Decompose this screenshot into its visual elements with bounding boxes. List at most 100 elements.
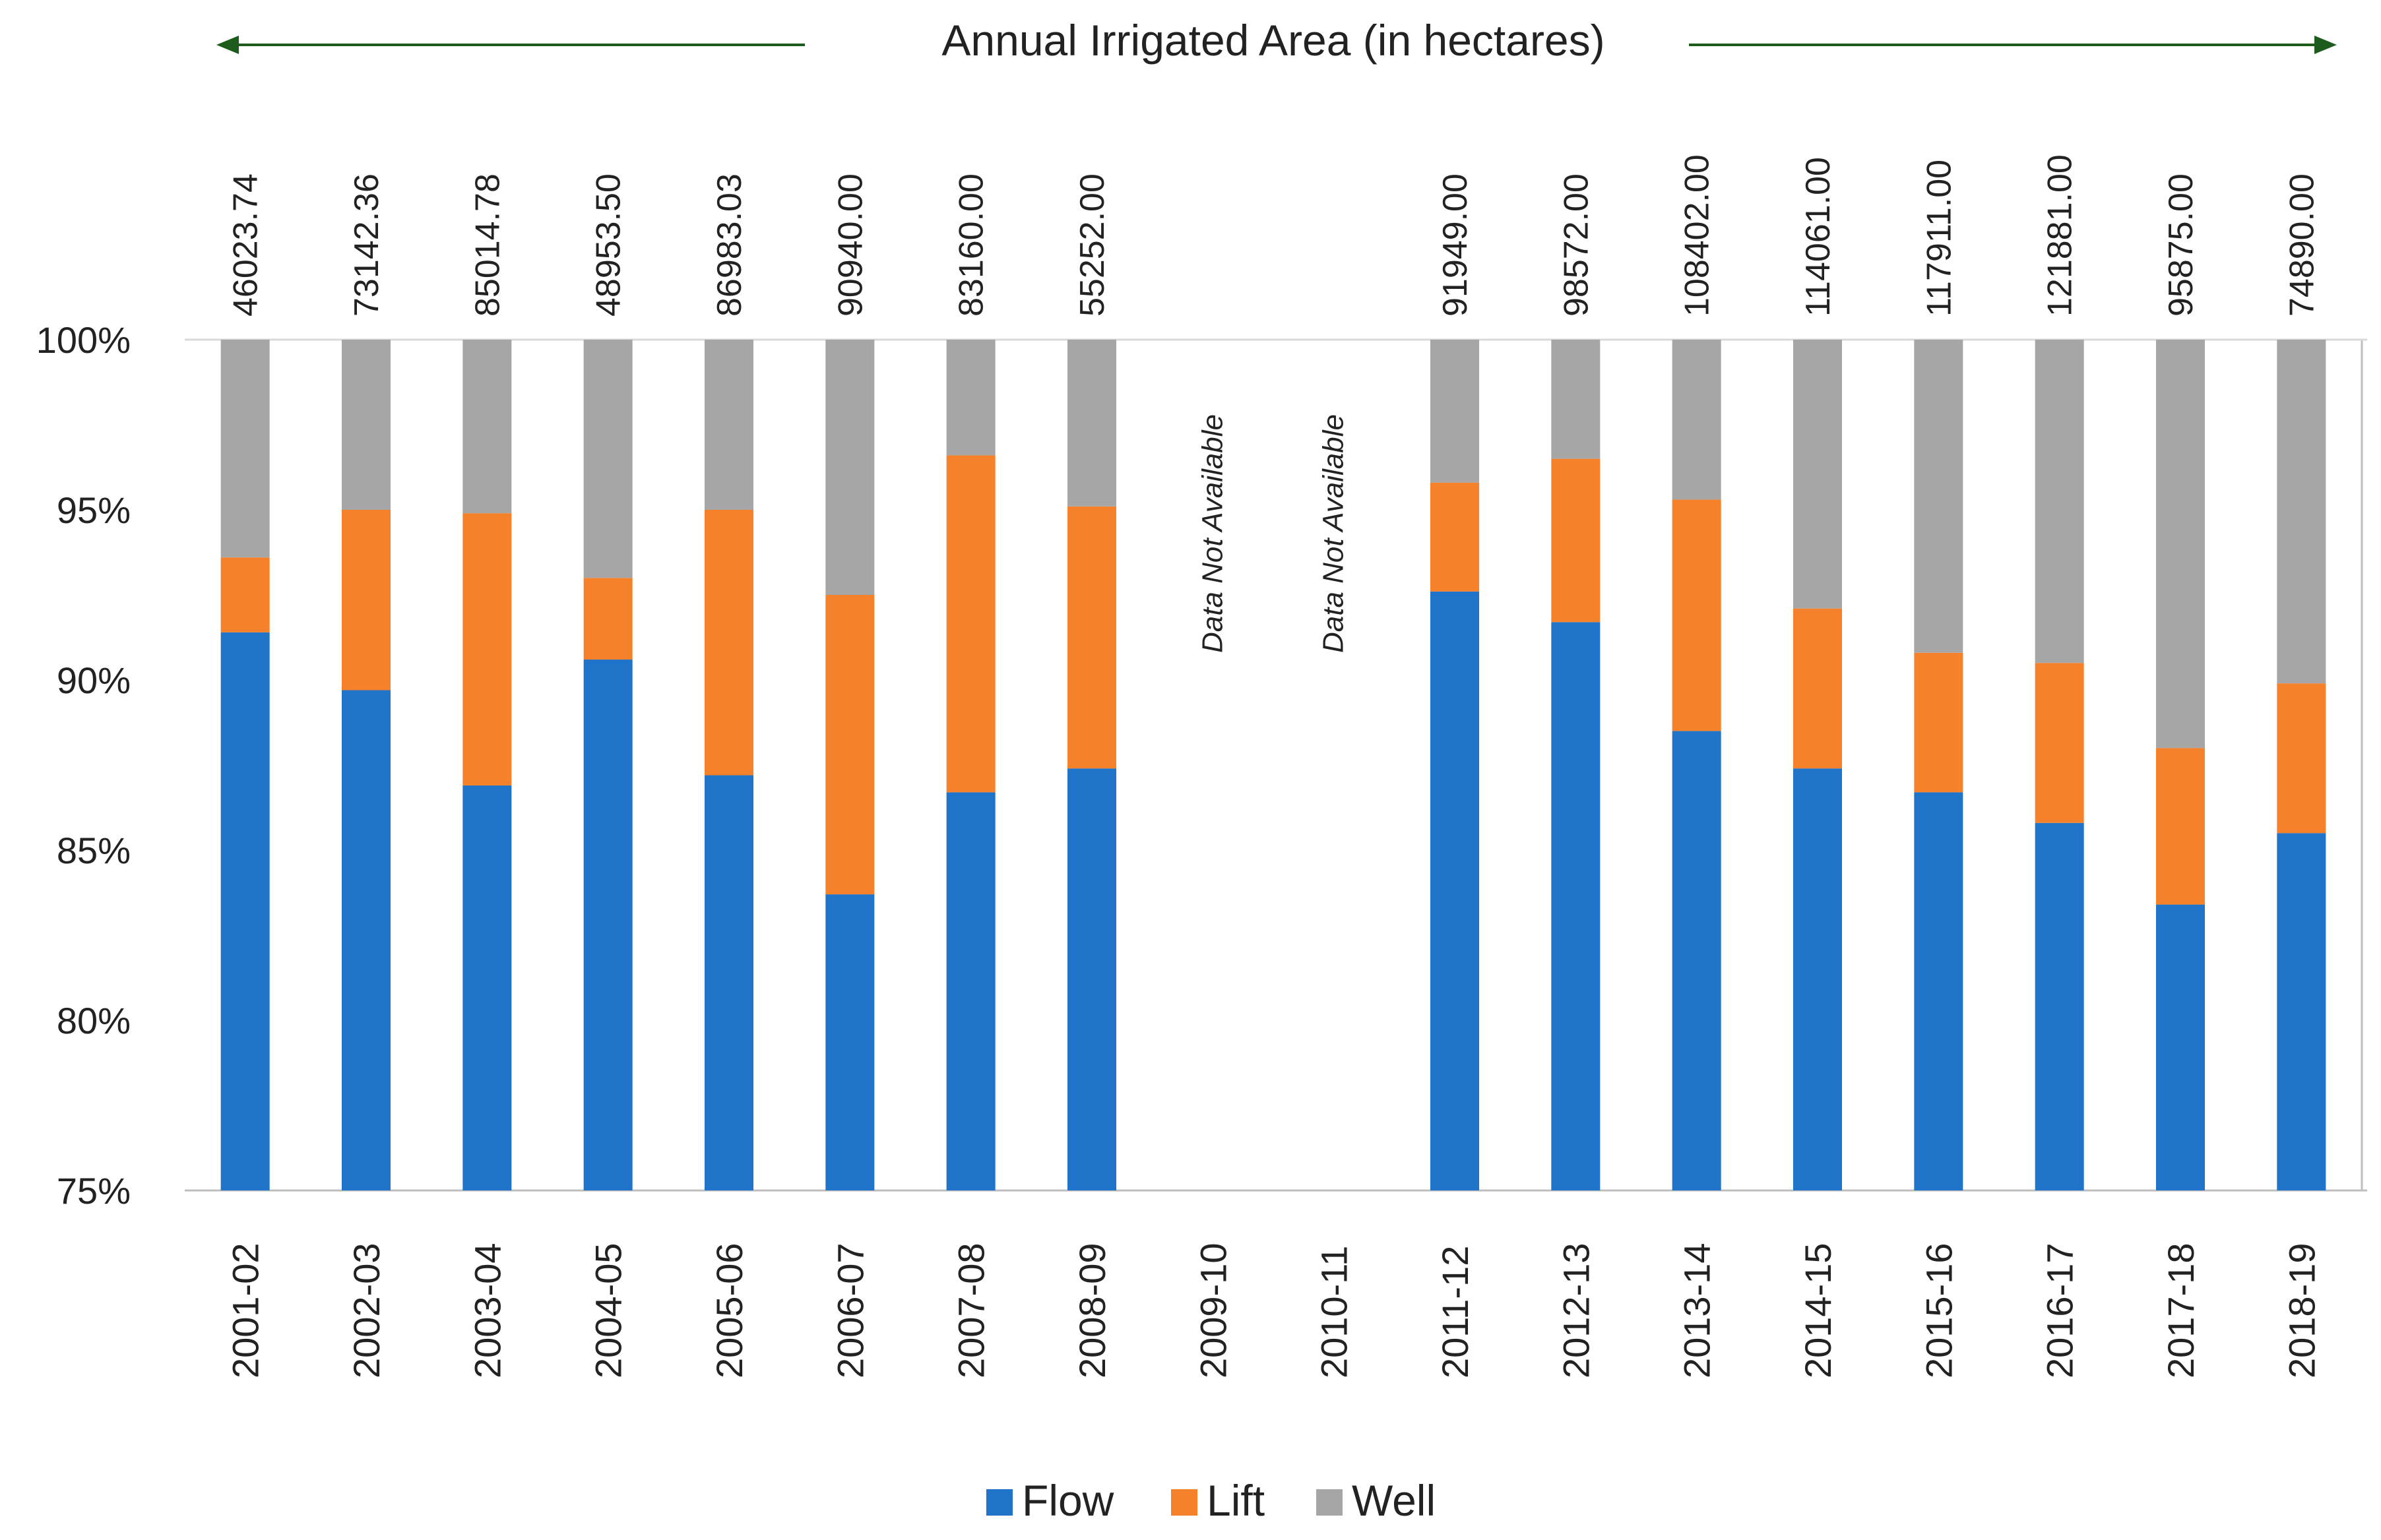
chart-title: Annual Irrigated Area (in hectares) xyxy=(941,16,1604,65)
bar-segment-well xyxy=(1914,340,1963,653)
x-tick-label: 2015-16 xyxy=(1918,1243,1959,1378)
annual-total-label: 95875.00 xyxy=(2162,173,2200,317)
bar-segment-well xyxy=(2156,340,2205,749)
x-tick-label: 2001-02 xyxy=(225,1243,267,1378)
bar-segment-flow xyxy=(825,894,875,1190)
x-tick-label: 2009-10 xyxy=(1192,1243,1234,1378)
bar-segment-lift xyxy=(462,513,512,785)
bar-segment-well xyxy=(1793,340,1842,609)
annual-total-label: 121881.00 xyxy=(2041,154,2079,317)
bar-segment-flow xyxy=(583,660,633,1190)
bar-segment-well xyxy=(825,340,875,595)
bar-segment-lift xyxy=(825,595,875,895)
bar-segment-flow xyxy=(946,792,996,1190)
annual-total-label: 86983.03 xyxy=(711,173,749,317)
bar-segment-lift xyxy=(946,455,996,793)
bar-segment-flow xyxy=(462,785,512,1190)
annual-total-label: 48953.50 xyxy=(590,173,628,317)
bar-segment-well xyxy=(946,340,996,456)
y-tick-label: 90% xyxy=(57,660,131,701)
x-tick-label: 2003-04 xyxy=(466,1243,508,1378)
x-tick-label: 2011-12 xyxy=(1434,1246,1476,1378)
legend-label-well: Well xyxy=(1352,1476,1436,1525)
annual-total-label: 114061.00 xyxy=(1799,157,1837,317)
x-tick-label: 2014-15 xyxy=(1797,1243,1839,1378)
y-tick-label: 95% xyxy=(57,489,131,531)
title-arrow-left-head xyxy=(216,36,239,54)
y-tick-label: 85% xyxy=(57,830,131,871)
bar-segment-lift xyxy=(583,578,633,660)
y-tick-label: 80% xyxy=(57,1000,131,1041)
bar-segment-well xyxy=(2277,340,2326,684)
bar-segment-flow xyxy=(1067,768,1116,1190)
x-tick-label: 2004-05 xyxy=(588,1243,629,1378)
bar-segment-lift xyxy=(705,510,753,776)
x-tick-label: 2002-03 xyxy=(346,1243,387,1378)
legend-swatch-flow xyxy=(986,1489,1013,1516)
bar-segment-well xyxy=(583,340,633,578)
annual-totals: 46023.74 73142.36 85014.78 48953.50 86983.03… xyxy=(227,154,2322,317)
bar-segment-lift xyxy=(2277,683,2326,834)
annual-total-label: 98572.00 xyxy=(1557,173,1595,317)
x-tick-label: 2016-17 xyxy=(2039,1243,2081,1378)
annual-total-label: 74890.00 xyxy=(2283,173,2321,317)
annual-total-label: 46023.74 xyxy=(227,173,265,317)
bar-segment-well xyxy=(220,340,270,558)
bar-segment-flow xyxy=(2277,833,2326,1190)
bar-segment-lift xyxy=(1793,608,1842,769)
bar-segment-flow xyxy=(1430,591,1479,1190)
bar-segment-flow xyxy=(1672,731,1721,1190)
annual-total-label: 91949.00 xyxy=(1436,173,1475,317)
bar-segment-flow xyxy=(2156,904,2205,1190)
bar-segment-well xyxy=(342,340,391,510)
bar-segment-well xyxy=(462,340,512,514)
bar-segment-lift xyxy=(2156,748,2205,905)
y-axis: 75% 80% 85% 90% 95% 100% xyxy=(36,319,2367,1212)
annual-total-label: 73142.36 xyxy=(348,173,386,317)
annual-total-label: 90940.00 xyxy=(831,173,870,317)
title-group: Annual Irrigated Area (in hectares) xyxy=(216,16,2337,65)
bar-segment-lift xyxy=(1430,482,1479,592)
title-arrow-right-head xyxy=(2314,36,2337,54)
annual-total-label: 55252.00 xyxy=(1073,173,1112,317)
x-tick-label: 2017-18 xyxy=(2160,1243,2202,1378)
legend-swatch-lift xyxy=(1171,1489,1197,1516)
x-tick-label: 2006-07 xyxy=(829,1243,871,1378)
bar-segment-well xyxy=(1672,340,1721,500)
bar-segment-flow xyxy=(1914,792,1963,1190)
annotations: Data Not Available Data Not Available xyxy=(1196,414,1349,653)
bar-segment-flow xyxy=(2035,822,2084,1190)
data-not-available-label: Data Not Available xyxy=(1196,414,1228,653)
bar-segment-lift xyxy=(1067,506,1116,769)
bar-segment-well xyxy=(2035,340,2084,663)
bar-segment-lift xyxy=(1672,499,1721,731)
bar-segment-well xyxy=(1430,340,1479,483)
legend: Flow Lift Well xyxy=(986,1476,1436,1525)
bar-segment-flow xyxy=(705,775,753,1190)
bar-segment-well xyxy=(705,340,753,510)
x-tick-label: 2005-06 xyxy=(709,1243,750,1378)
x-tick-label: 2008-09 xyxy=(1071,1243,1113,1378)
data-not-available-label: Data Not Available xyxy=(1317,414,1350,653)
bar-segment-lift xyxy=(1914,652,1963,793)
annual-total-label: 83160.00 xyxy=(953,173,991,317)
x-tick-label: 2010-11 xyxy=(1314,1246,1355,1378)
annual-total-label: 108402.00 xyxy=(1678,154,1717,317)
x-tick-label: 2013-14 xyxy=(1676,1243,1718,1378)
bar-segment-flow xyxy=(342,690,391,1190)
x-tick-label: 2018-19 xyxy=(2281,1243,2322,1378)
legend-swatch-well xyxy=(1316,1489,1343,1516)
bar-segment-lift xyxy=(342,510,391,691)
bar-segment-well xyxy=(1551,340,1601,459)
bars xyxy=(220,340,2326,1190)
bar-segment-flow xyxy=(220,632,270,1190)
y-tick-label: 75% xyxy=(57,1170,131,1212)
annual-total-label: 117911.00 xyxy=(1920,160,1958,317)
x-axis: 2001-02 2002-03 2003-04 2004-05 2005-06 2006-… xyxy=(225,1243,2323,1378)
bar-segment-well xyxy=(1067,340,1116,507)
bar-segment-flow xyxy=(1551,622,1601,1190)
bar-segment-flow xyxy=(1793,768,1842,1190)
annual-total-label: 85014.78 xyxy=(468,173,507,317)
